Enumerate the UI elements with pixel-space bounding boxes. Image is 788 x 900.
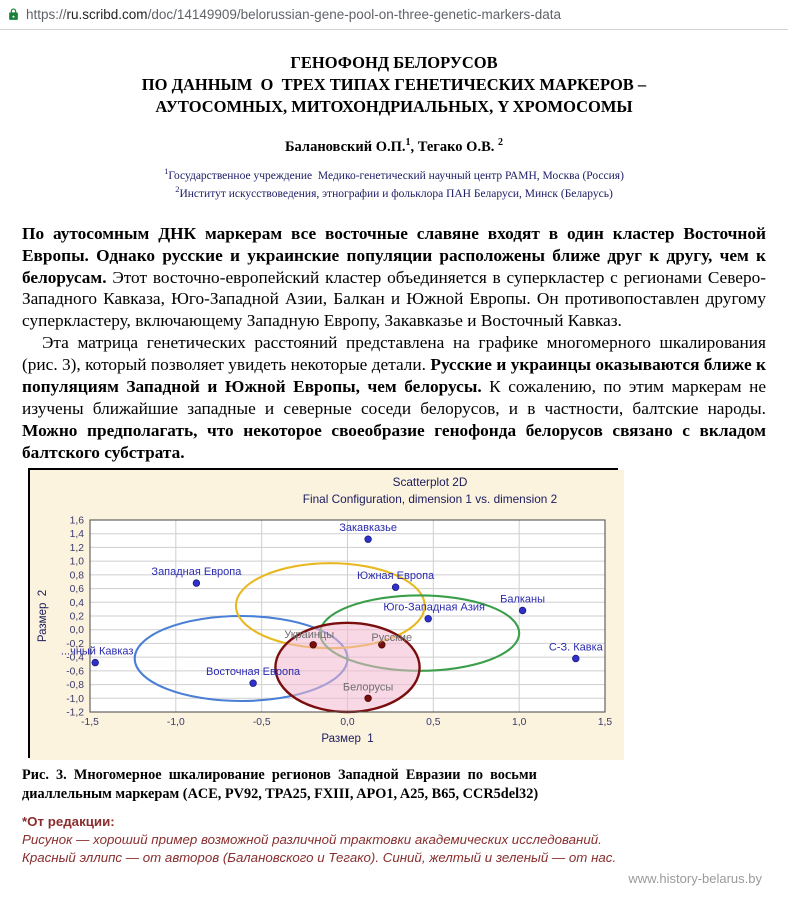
svg-text:0,6: 0,6 [69, 585, 84, 596]
svg-text:Закавказье: Закавказье [339, 523, 397, 535]
svg-text:Final Configuration, dimension: Final Configuration, dimension 1 vs. dim… [302, 492, 556, 506]
svg-text:Западная Европа: Западная Европа [151, 567, 242, 579]
svg-text:1,0: 1,0 [512, 717, 527, 728]
svg-text:-0,5: -0,5 [252, 717, 270, 728]
svg-text:Южная Европа: Южная Европа [357, 571, 435, 583]
svg-text:-1,0: -1,0 [66, 694, 84, 705]
svg-text:1,4: 1,4 [69, 530, 84, 541]
svg-text:Балканы: Балканы [500, 594, 545, 606]
svg-text:1,2: 1,2 [69, 543, 84, 554]
svg-text:1,6: 1,6 [69, 516, 84, 527]
svg-text:1,0: 1,0 [69, 557, 84, 568]
svg-text:Scatterplot 2D: Scatterplot 2D [392, 475, 467, 489]
svg-text:-1,0: -1,0 [166, 717, 184, 728]
svg-text:0,0: 0,0 [69, 626, 84, 637]
svg-text:0,8: 0,8 [69, 571, 84, 582]
svg-text:0,0: 0,0 [340, 717, 355, 728]
svg-text:Размер 2: Размер 2 [37, 590, 49, 642]
svg-text:0,4: 0,4 [69, 598, 84, 609]
svg-text:0,5: 0,5 [426, 717, 441, 728]
svg-text:1,5: 1,5 [597, 717, 612, 728]
svg-text:-1,5: -1,5 [81, 717, 99, 728]
svg-text:0,2: 0,2 [69, 612, 84, 623]
svg-text:Белорусы: Белорусы [342, 682, 393, 694]
svg-text:Восточная Европа: Восточная Европа [206, 667, 301, 679]
svg-text:Юго-Западная Азия: Юго-Западная Азия [383, 602, 485, 614]
svg-text:-1,2: -1,2 [66, 708, 84, 719]
svg-text:С-З. Кавка: С-З. Кавка [548, 642, 603, 654]
svg-text:Украинцы: Украинцы [284, 629, 334, 641]
svg-text:...чный Кавказ: ...чный Кавказ [60, 646, 133, 658]
svg-text:-0,6: -0,6 [66, 667, 84, 678]
svg-text:-0,8: -0,8 [66, 681, 84, 692]
svg-text:Размер 1: Размер 1 [321, 733, 373, 745]
svg-text:Русские: Русские [371, 632, 412, 644]
